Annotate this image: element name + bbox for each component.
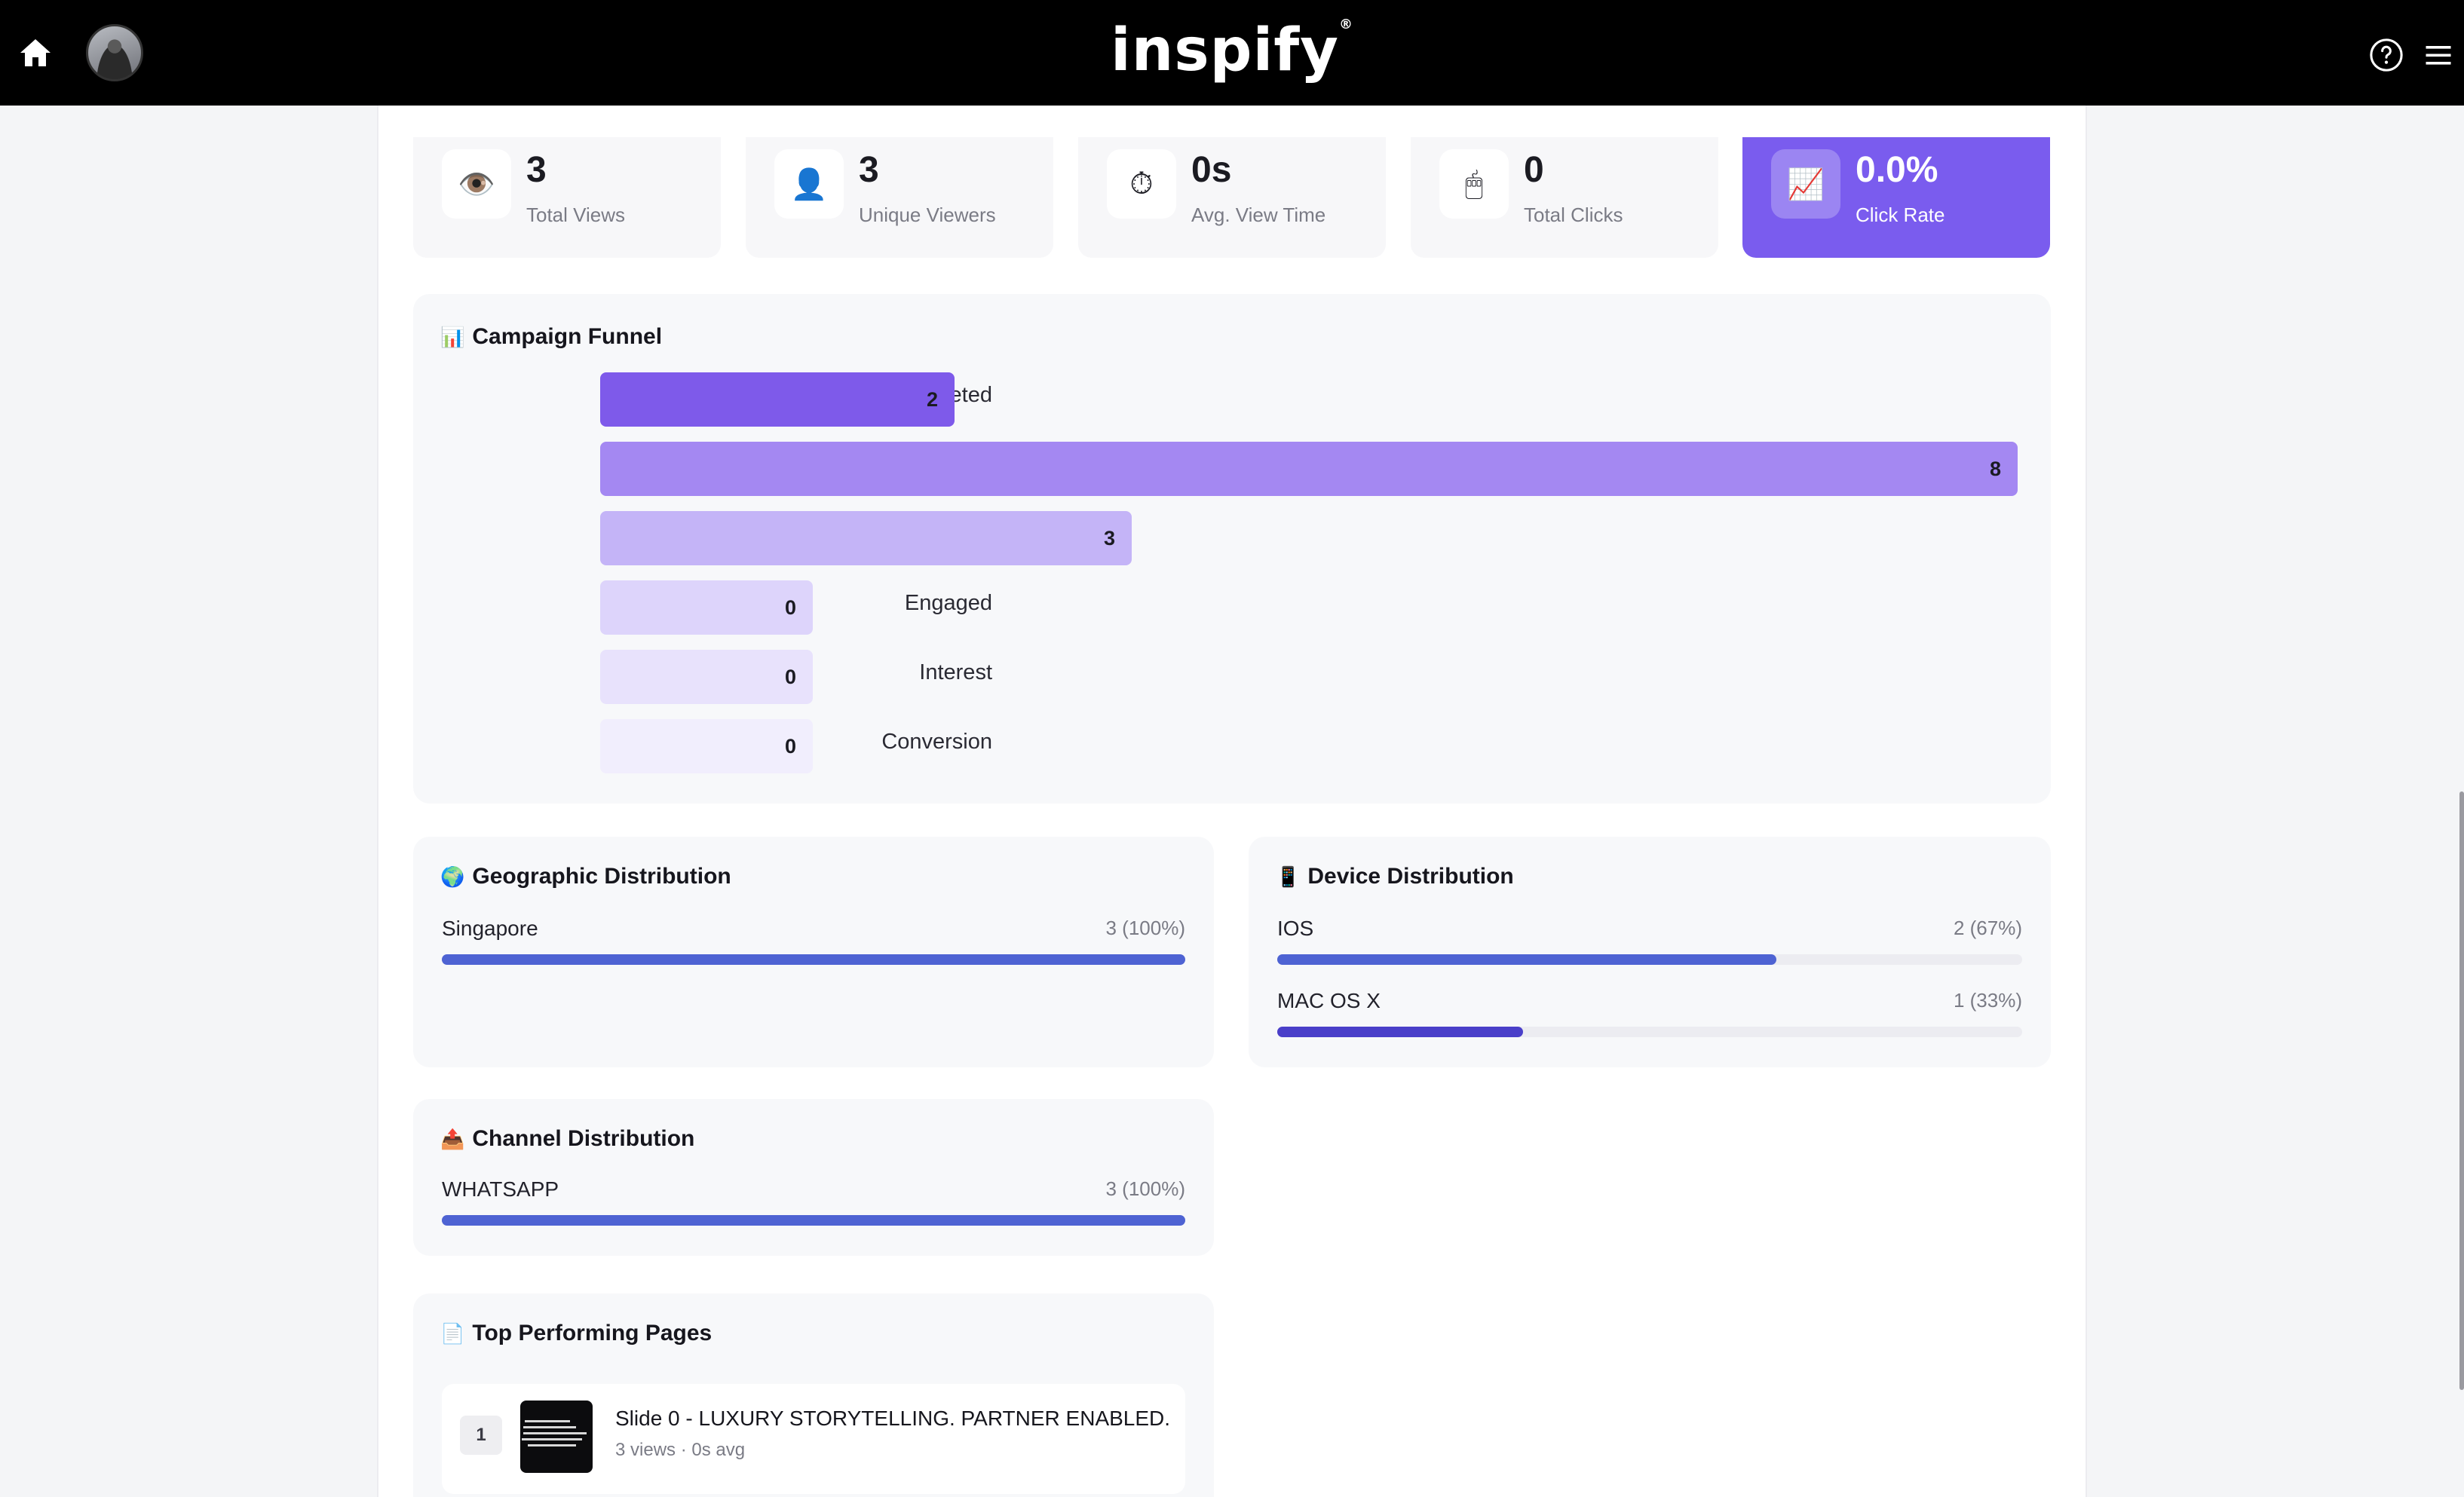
panel-title: 🌍 Geographic Distribution: [440, 864, 731, 889]
geo-row-bar-fill: [442, 954, 1185, 965]
stat-label: Avg. View Time: [1191, 204, 1326, 226]
geo-row-bar-track: [442, 954, 1185, 965]
device-row-bar-track: [1277, 954, 2022, 965]
stopwatch-icon: ⏱: [1107, 149, 1176, 219]
page-icon: 📄: [440, 1321, 465, 1345]
funnel-stage-label: Interest: [919, 660, 992, 684]
stat-value: 0.0%: [1856, 150, 1938, 190]
device-distribution-panel: 📱 Device Distribution IOS 2 (67%) MAC OS…: [1249, 837, 2051, 1067]
rank-badge: 1: [460, 1416, 502, 1455]
geo-row-name: Singapore: [442, 917, 538, 940]
channel-row-name: WHATSAPP: [442, 1177, 559, 1201]
stat-card-unique-viewers: 👤 3 Unique Viewers: [746, 137, 1053, 258]
channel-row-bar-track: [442, 1215, 1185, 1226]
outbox-icon: 📤: [440, 1127, 465, 1150]
top-performing-pages-panel: 📄 Top Performing Pages 1 Slide 0 - LUXUR…: [413, 1293, 1214, 1497]
brand-logo[interactable]: inspify®: [1110, 17, 1354, 84]
slide-thumbnail: [520, 1401, 593, 1473]
stat-card-total-clicks: 🖱 0 Total Clicks: [1411, 137, 1718, 258]
campaign-funnel-panel: 📊 Campaign Funnel Targeted2 Delivered↓ 40…: [413, 294, 2051, 804]
funnel-bar: 2: [600, 372, 955, 427]
panel-title: 📱 Device Distribution: [1276, 864, 1514, 889]
bar-chart-icon: 📊: [440, 325, 465, 348]
stat-card-total-views: 👁️ 3 Total Views: [413, 137, 721, 258]
chart-increasing-icon: 📈: [1771, 149, 1840, 219]
mouse-icon: 🖱: [1439, 149, 1509, 219]
panel-title: 📄 Top Performing Pages: [440, 1321, 713, 1345]
panel-title: 📊 Campaign Funnel: [440, 324, 663, 349]
device-row-name: MAC OS X: [1277, 989, 1381, 1012]
funnel-row-interest: Interest 0: [413, 650, 2051, 704]
stat-card-avg-view-time: ⏱ 0s Avg. View Time: [1078, 137, 1386, 258]
funnel-bar: 3: [600, 511, 1132, 565]
device-row-bar-track: [1277, 1027, 2022, 1037]
stat-label: Unique Viewers: [859, 204, 996, 226]
home-button[interactable]: [17, 35, 54, 71]
funnel-row-engaged: Engaged 0: [413, 580, 2051, 635]
mobile-phone-icon: 📱: [1276, 865, 1301, 888]
channel-row-bar-fill: [442, 1215, 1185, 1226]
geographic-distribution-panel: 🌍 Geographic Distribution Singapore 3 (1…: [413, 837, 1214, 1067]
user-icon: 👤: [774, 149, 844, 219]
top-page-meta: 3 views · 0s avg: [615, 1440, 746, 1460]
device-row-bar-fill: [1277, 1027, 1524, 1037]
funnel-stage-label: Conversion: [881, 730, 992, 754]
home-icon: [20, 39, 51, 66]
funnel-bar: 8: [600, 442, 2018, 496]
funnel-row-conversion: Conversion 0: [413, 719, 2051, 773]
device-row-value: 1 (33%): [1953, 989, 2022, 1012]
top-page-title: Slide 0 - LUXURY STORYTELLING. PARTNER E…: [615, 1407, 1171, 1430]
panel-title: 📤 Channel Distribution: [440, 1126, 695, 1151]
avatar[interactable]: [86, 24, 143, 81]
channel-distribution-panel: 📤 Channel Distribution WHATSAPP 3 (100%): [413, 1099, 1214, 1256]
geo-row-value: 3 (100%): [1105, 917, 1186, 939]
device-row-bar-fill: [1277, 954, 1776, 965]
stat-value: 3: [859, 150, 879, 190]
stat-value: 3: [526, 150, 547, 190]
funnel-bar: 0: [600, 719, 813, 773]
help-icon: [2370, 38, 2403, 72]
globe-icon: 🌍: [440, 865, 465, 888]
stat-value: 0s: [1191, 150, 1232, 190]
top-page-item[interactable]: 1 Slide 0 - LUXURY STORYTELLING. PARTNER…: [442, 1384, 1185, 1494]
device-row-name: IOS: [1277, 917, 1314, 940]
eye-icon: 👁️: [442, 149, 511, 219]
scrollbar[interactable]: [2459, 791, 2464, 1390]
funnel-row-opened: Opened↓ 38%3: [413, 511, 2051, 565]
device-row-value: 2 (67%): [1953, 917, 2022, 939]
funnel-bar: 0: [600, 650, 813, 704]
menu-button[interactable]: [2425, 42, 2452, 68]
hamburger-menu-icon: [2426, 46, 2451, 65]
stat-label: Total Clicks: [1524, 204, 1623, 226]
funnel-bar: 0: [600, 580, 813, 635]
stat-value: 0: [1524, 150, 1544, 190]
funnel-row-delivered: Delivered↓ 400%8: [413, 442, 2051, 496]
help-button[interactable]: [2369, 38, 2404, 72]
stat-label: Click Rate: [1856, 204, 1945, 226]
stat-card-click-rate: 📈 0.0% Click Rate: [1742, 137, 2050, 258]
stat-label: Total Views: [526, 204, 626, 226]
top-bar: inspify®: [0, 0, 2464, 106]
funnel-row-targeted: Targeted2: [413, 372, 2051, 427]
channel-row-value: 3 (100%): [1105, 1177, 1186, 1200]
funnel-stage-label: Engaged: [904, 591, 992, 615]
